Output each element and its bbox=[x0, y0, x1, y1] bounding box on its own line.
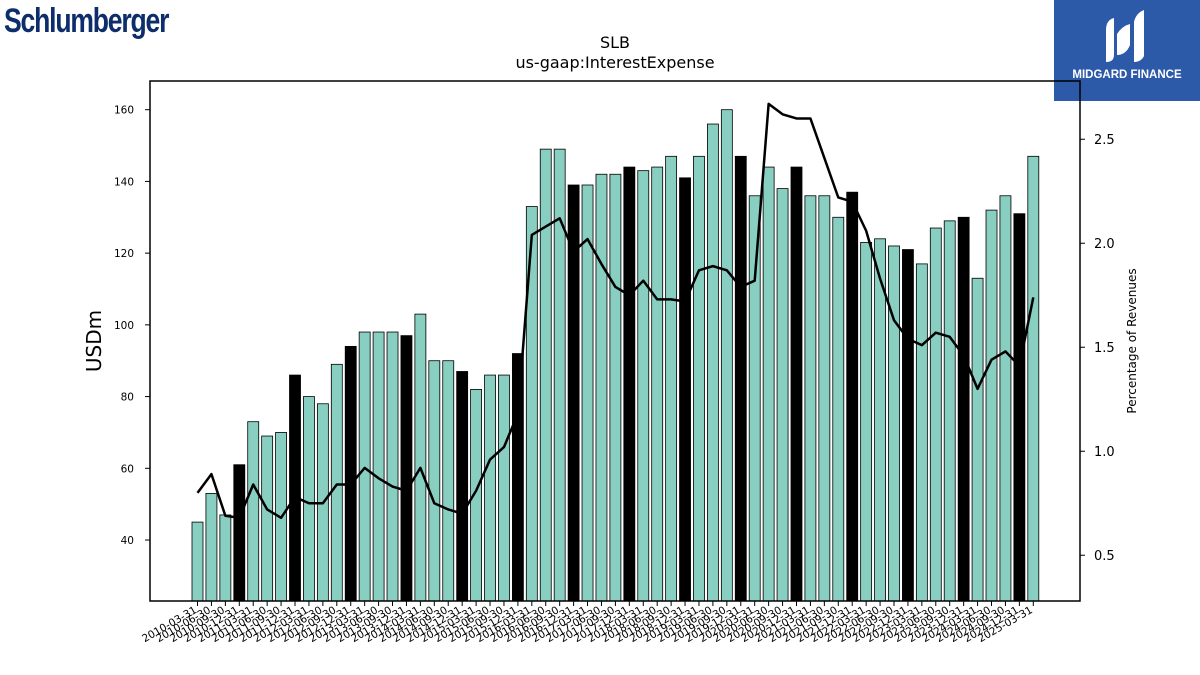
bar bbox=[651, 166, 664, 602]
bar bbox=[665, 155, 678, 602]
bar bbox=[219, 514, 232, 602]
bar bbox=[1027, 155, 1040, 602]
bar bbox=[442, 360, 455, 602]
ticks-layer: 4060801001201401600.51.01.52.02.52010-03… bbox=[114, 105, 1115, 645]
bar bbox=[971, 277, 984, 602]
y-tick-label: 120 bbox=[114, 248, 134, 260]
y2-tick-label: 1.0 bbox=[1094, 445, 1115, 460]
y2-tick-label: 2.0 bbox=[1094, 237, 1115, 252]
bar bbox=[860, 241, 873, 602]
percentage-line bbox=[196, 102, 1035, 520]
bar bbox=[1013, 213, 1026, 602]
bar bbox=[233, 464, 246, 602]
bar bbox=[623, 166, 636, 602]
bar bbox=[400, 335, 413, 602]
plot-frame bbox=[149, 80, 1081, 602]
bar bbox=[595, 173, 608, 602]
bar bbox=[902, 249, 914, 602]
bar bbox=[261, 435, 274, 602]
bar bbox=[372, 331, 385, 602]
y-axis-label: USDm bbox=[82, 310, 106, 372]
bar bbox=[386, 331, 399, 602]
bar bbox=[428, 360, 441, 602]
y-tick-label: 140 bbox=[114, 176, 134, 188]
y2-axis-label: Percentage of Revenues bbox=[1125, 268, 1139, 413]
bar bbox=[553, 148, 566, 602]
bar bbox=[888, 245, 900, 602]
y2-tick-label: 0.5 bbox=[1094, 549, 1115, 564]
logo-mark-left bbox=[1106, 18, 1114, 62]
bar bbox=[957, 216, 970, 602]
bar bbox=[943, 220, 956, 602]
bar bbox=[915, 263, 928, 602]
chart-subtitle: us-gaap:InterestExpense bbox=[515, 53, 714, 72]
bar bbox=[999, 195, 1012, 602]
y-tick-label: 60 bbox=[121, 463, 134, 475]
bar bbox=[456, 371, 469, 602]
bar bbox=[637, 170, 650, 602]
midgard-finance-logo: MIDGARD FINANCE bbox=[1054, 0, 1200, 101]
y-tick-label: 40 bbox=[121, 535, 134, 547]
y-tick-label: 100 bbox=[114, 320, 134, 332]
bar bbox=[748, 195, 761, 602]
bar bbox=[679, 177, 691, 602]
logo-mark-right bbox=[1134, 10, 1144, 62]
schlumberger-logo: Schlumberger bbox=[4, 2, 169, 41]
chart-title: SLB bbox=[600, 33, 630, 52]
bar bbox=[358, 331, 371, 602]
bar bbox=[818, 195, 831, 602]
bar bbox=[832, 216, 845, 602]
bar bbox=[734, 155, 747, 602]
bar bbox=[929, 227, 942, 602]
bar bbox=[707, 123, 719, 602]
bar bbox=[414, 313, 427, 602]
midgard-finance-logo-mark bbox=[1054, 0, 1200, 101]
bar bbox=[693, 155, 705, 602]
bar bbox=[191, 521, 204, 602]
bars-layer bbox=[191, 109, 1040, 602]
line-layer bbox=[196, 102, 1035, 520]
logo-mark-middle bbox=[1117, 24, 1130, 55]
bar bbox=[289, 374, 301, 602]
bar bbox=[985, 209, 998, 602]
bar bbox=[525, 206, 538, 602]
schlumberger-logo-text: Schlumberger bbox=[4, 2, 169, 40]
y-tick-label: 80 bbox=[121, 392, 134, 404]
bar bbox=[609, 173, 622, 602]
y2-tick-label: 1.5 bbox=[1094, 341, 1115, 356]
bar bbox=[790, 166, 803, 602]
bar bbox=[498, 374, 510, 602]
bar bbox=[344, 345, 357, 602]
y2-tick-label: 2.5 bbox=[1094, 133, 1115, 148]
bar bbox=[484, 374, 496, 602]
bar bbox=[330, 363, 343, 602]
bar bbox=[205, 493, 218, 602]
bar bbox=[762, 166, 775, 602]
y-tick-label: 160 bbox=[114, 105, 134, 117]
bar bbox=[776, 188, 789, 602]
bar bbox=[511, 353, 524, 602]
bar bbox=[539, 148, 552, 602]
bar bbox=[804, 195, 817, 602]
bar bbox=[720, 109, 733, 602]
bar bbox=[247, 421, 260, 602]
logo-background bbox=[1054, 0, 1200, 101]
bar bbox=[846, 191, 859, 602]
bar bbox=[303, 396, 315, 602]
midgard-finance-logo-text: MIDGARD FINANCE bbox=[1072, 69, 1182, 81]
